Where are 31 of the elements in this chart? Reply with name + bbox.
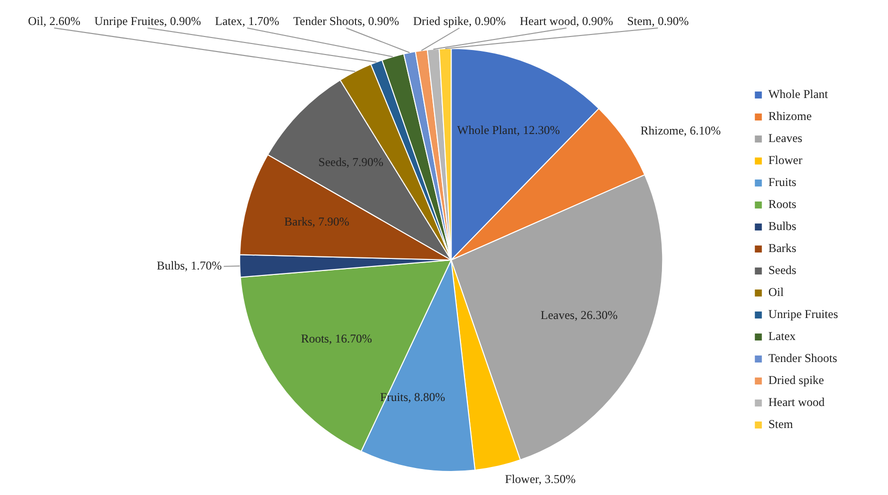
data-label: Tender Shoots, 0.90%: [293, 14, 400, 28]
legend-label: Latex: [768, 329, 796, 344]
legend-label: Barks: [768, 241, 797, 256]
legend-label: Oil: [768, 285, 784, 300]
data-label: Oil, 2.60%: [28, 14, 80, 28]
legend-label: Flower: [768, 153, 802, 168]
data-label: Leaves, 26.30%: [540, 308, 618, 322]
data-label: Latex, 1.70%: [214, 14, 280, 28]
legend-label: Bulbs: [768, 219, 797, 234]
legend-label: Stem: [768, 417, 794, 432]
data-label: Heart wood, 0.90%: [520, 14, 614, 28]
data-label: Rhizome, 6.10%: [640, 124, 721, 138]
data-label: Stem, 0.90%: [627, 14, 689, 28]
legend-label: Seeds: [768, 263, 797, 278]
legend-label: Dried spike: [768, 373, 824, 388]
legend-label: Leaves: [768, 131, 803, 146]
legend-label: Whole Plant: [768, 87, 829, 102]
data-label: Whole Plant, 12.30%: [457, 122, 560, 137]
legend-label: Unripe Fruites: [768, 307, 838, 322]
legend-label: Heart wood: [768, 395, 825, 410]
data-label: Unripe Fruites, 0.90%: [94, 14, 201, 28]
legend-label: Tender Shoots: [768, 351, 838, 366]
data-label: Barks, 7.90%: [284, 214, 350, 228]
data-label: Dried spike, 0.90%: [413, 14, 506, 28]
legend-label: Fruits: [768, 175, 797, 190]
data-label: Bulbs, 1.70%: [156, 258, 222, 273]
data-label: Roots, 16.70%: [300, 332, 372, 346]
data-label: Seeds, 7.90%: [318, 155, 384, 170]
data-label: Flower, 3.50%: [505, 472, 576, 486]
legend-label: Roots: [768, 197, 797, 212]
legend-label: Rhizome: [768, 109, 812, 124]
